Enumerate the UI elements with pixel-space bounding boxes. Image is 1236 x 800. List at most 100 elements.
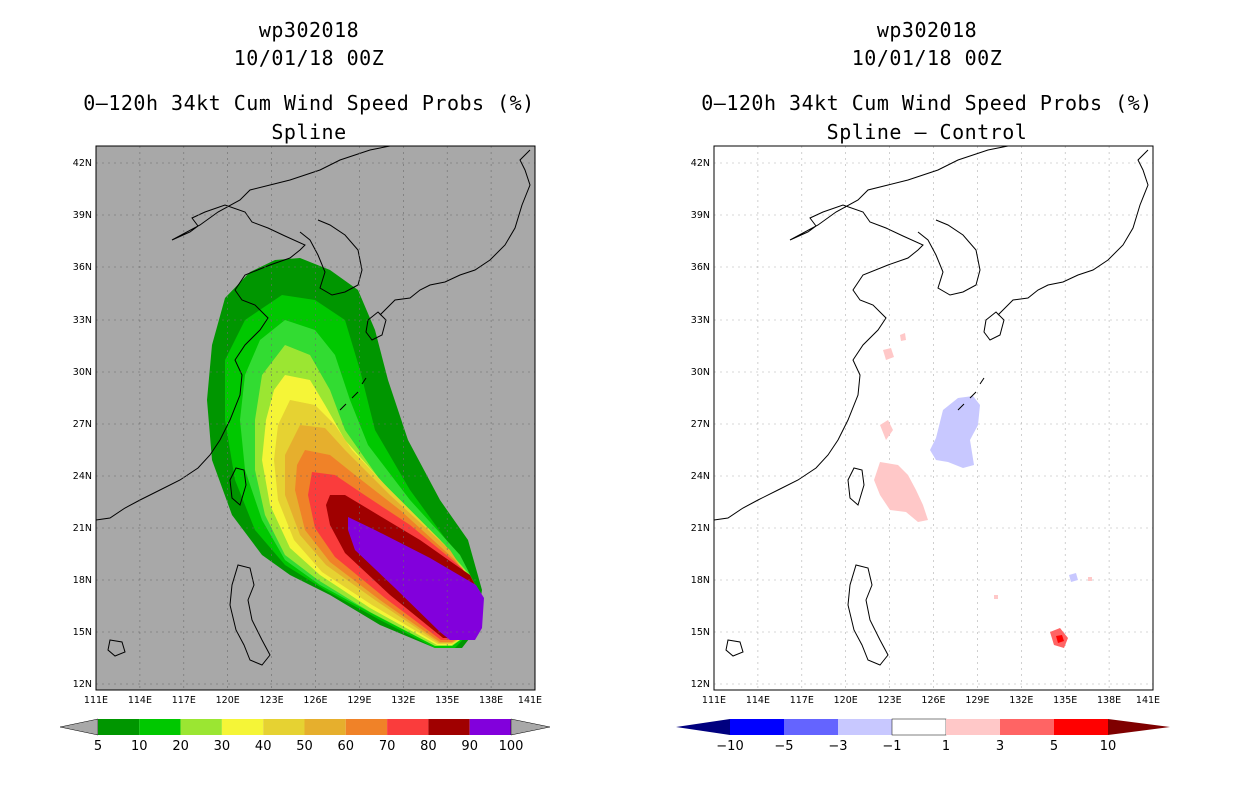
lon-axis: 111E 114E 117E 120E 123E 126E 129E 132E … bbox=[84, 695, 542, 706]
pos-patch-east bbox=[1088, 577, 1092, 581]
colorbar-low-arrow bbox=[59, 718, 99, 736]
probability-swath bbox=[207, 258, 484, 648]
hainan-coast bbox=[725, 639, 744, 657]
colorbar-label: −10 bbox=[716, 739, 743, 754]
colorbar: 5 10 20 30 40 50 60 70 80 90 100 bbox=[59, 718, 551, 754]
lon-label: 126E bbox=[303, 695, 327, 706]
lat-label: 27N bbox=[73, 419, 92, 430]
colorbar-label: 5 bbox=[1050, 739, 1058, 754]
neg-patch-ryukyu bbox=[930, 396, 980, 468]
lat-label: 12N bbox=[691, 679, 710, 690]
lat-label: 18N bbox=[73, 575, 92, 586]
colorbar-label: 30 bbox=[214, 739, 231, 754]
lon-label: 132E bbox=[1009, 695, 1033, 706]
colorbar-high-arrow bbox=[1108, 719, 1170, 735]
lon-label: 138E bbox=[479, 695, 503, 706]
colorbar: −10 −5 −3 −1 1 3 5 10 bbox=[676, 718, 1170, 754]
lat-axis: 42N 39N 36N 33N 30N 27N 24N 21N 18N 15N … bbox=[691, 158, 710, 690]
pos-patch-north bbox=[883, 348, 894, 360]
lat-label: 36N bbox=[691, 262, 710, 273]
coastlines bbox=[95, 145, 531, 666]
colorbar-label: 50 bbox=[296, 739, 313, 754]
storm-id-title: wp302018 bbox=[876, 18, 978, 42]
lon-label: 123E bbox=[260, 695, 284, 706]
colorbar-label: 90 bbox=[461, 739, 478, 754]
lat-label: 15N bbox=[691, 627, 710, 638]
map-frame bbox=[713, 145, 1154, 691]
neg-patch-small bbox=[1069, 573, 1078, 582]
ryukyu-islands bbox=[339, 377, 367, 411]
lon-label: 141E bbox=[518, 695, 542, 706]
left-panel: wp302018 10/01/18 00Z 0–120h 34kt Cum Wi… bbox=[59, 18, 551, 754]
colorbar-label: 80 bbox=[420, 739, 437, 754]
lat-label: 39N bbox=[691, 210, 710, 221]
storm-id-title: wp302018 bbox=[258, 18, 360, 42]
colorbar-swatch bbox=[221, 719, 264, 735]
lon-label: 135E bbox=[435, 695, 459, 706]
lat-label: 30N bbox=[691, 367, 710, 378]
colorbar-swatch bbox=[469, 719, 511, 735]
colorbar-label: 10 bbox=[131, 739, 148, 754]
colorbar-swatch bbox=[263, 719, 305, 735]
colorbar-swatch bbox=[139, 719, 181, 735]
lon-label: 126E bbox=[921, 695, 945, 706]
colorbar-label: 60 bbox=[338, 739, 355, 754]
colorbar-swatch bbox=[98, 719, 140, 735]
datetime-title: 10/01/18 00Z bbox=[851, 46, 1003, 70]
lon-label: 120E bbox=[216, 695, 240, 706]
colorbar-swatch bbox=[304, 719, 346, 735]
lat-label: 36N bbox=[73, 262, 92, 273]
japan-coast bbox=[997, 149, 1149, 316]
lat-label: 21N bbox=[691, 523, 710, 534]
lon-label: 120E bbox=[834, 695, 858, 706]
lat-label: 15N bbox=[73, 627, 92, 638]
colorbar-label: −1 bbox=[882, 739, 901, 754]
korea-coast bbox=[299, 219, 363, 296]
difference-patches bbox=[874, 333, 1092, 648]
lat-label: 18N bbox=[691, 575, 710, 586]
subtitle: Spline – Control bbox=[826, 120, 1028, 144]
datetime-title: 10/01/18 00Z bbox=[233, 46, 385, 70]
taiwan-coast bbox=[229, 467, 247, 506]
right-panel: wp302018 10/01/18 00Z 0–120h 34kt Cum Wi… bbox=[618, 0, 1236, 800]
lat-label: 33N bbox=[73, 315, 92, 326]
product-title: 0–120h 34kt Cum Wind Speed Probs (%) bbox=[83, 91, 535, 115]
lat-label: 39N bbox=[73, 210, 92, 221]
kyushu-coast bbox=[983, 311, 1005, 341]
colorbar-swatch bbox=[891, 718, 947, 736]
lon-label: 114E bbox=[128, 695, 152, 706]
lat-label: 42N bbox=[73, 158, 92, 169]
colorbar-swatch bbox=[946, 719, 1000, 735]
colorbar-high-arrow bbox=[510, 718, 551, 736]
product-title: 0–120h 34kt Cum Wind Speed Probs (%) bbox=[701, 91, 1153, 115]
colorbar-label: 1 bbox=[942, 739, 950, 754]
hainan-coast bbox=[107, 639, 126, 657]
difference-map: 42N 39N 36N 33N 30N 27N 24N 21N 18N 15N … bbox=[676, 145, 1170, 754]
lat-axis: 42N 39N 36N 33N 30N 27N 24N 21N 18N 15N … bbox=[73, 158, 92, 690]
lat-label: 21N bbox=[73, 523, 92, 534]
colorbar-label: −3 bbox=[828, 739, 847, 754]
pos-patch-small bbox=[880, 420, 893, 440]
colorbar-swatch bbox=[730, 719, 784, 735]
china-coast bbox=[95, 145, 391, 521]
colorbar-label: 20 bbox=[172, 739, 189, 754]
colorbar-label: 40 bbox=[255, 739, 272, 754]
pos-patch-east2 bbox=[994, 595, 998, 599]
lon-label: 123E bbox=[878, 695, 902, 706]
colorbar-label: 5 bbox=[94, 739, 102, 754]
lon-label: 132E bbox=[391, 695, 415, 706]
colorbar-label: 70 bbox=[379, 739, 396, 754]
colorbar-swatch bbox=[1000, 719, 1054, 735]
luzon-coast bbox=[847, 564, 889, 666]
colorbar-label: 10 bbox=[1100, 739, 1117, 754]
lon-label: 117E bbox=[172, 695, 196, 706]
prob-band-100 bbox=[348, 517, 484, 640]
lat-label: 42N bbox=[691, 158, 710, 169]
lon-label: 141E bbox=[1136, 695, 1160, 706]
lon-label: 129E bbox=[965, 695, 989, 706]
lon-label: 111E bbox=[84, 695, 108, 706]
colorbar-swatch bbox=[180, 719, 222, 735]
taiwan-coast bbox=[847, 467, 865, 506]
lat-label: 27N bbox=[691, 419, 710, 430]
lat-label: 24N bbox=[691, 471, 710, 482]
